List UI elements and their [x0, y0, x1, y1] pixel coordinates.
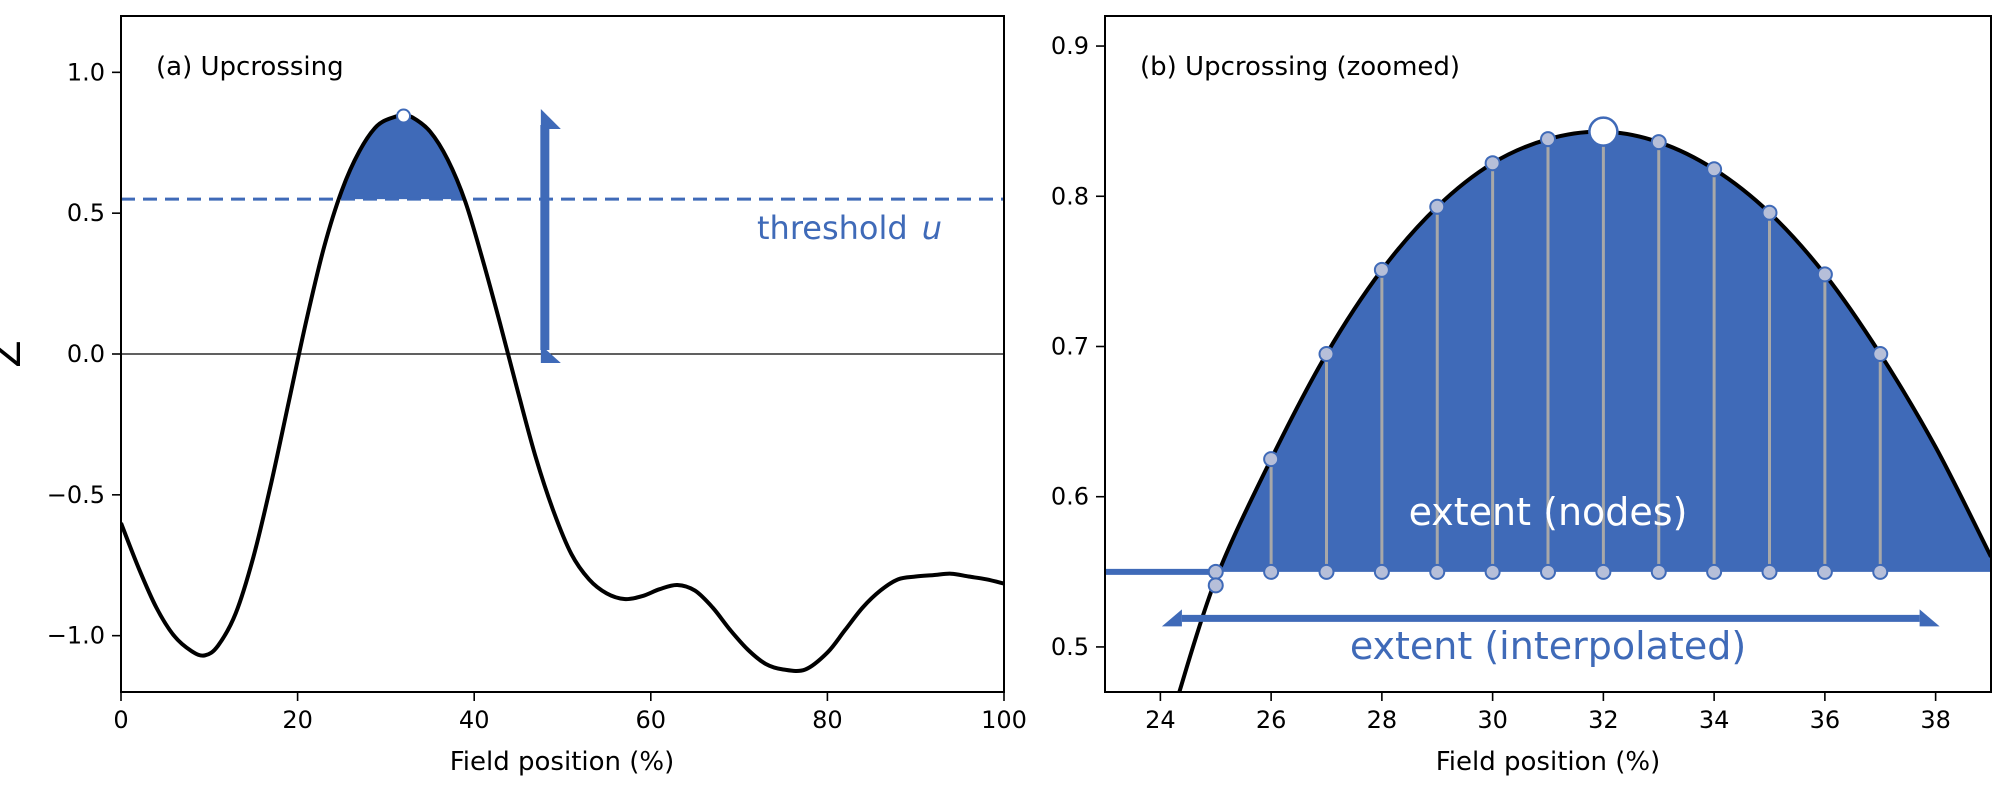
panel-a-title: (a) Upcrossing	[156, 52, 344, 82]
panel-b-x-tick-label: 32	[1588, 706, 1619, 734]
panel-a-y-tick-label: 0.5	[67, 199, 105, 227]
extent-interpolated-arrow-head-right	[1919, 609, 1940, 627]
node-base-marker	[1207, 563, 1224, 580]
node-marker	[1816, 266, 1833, 283]
peak-marker	[396, 108, 412, 124]
panel-b-x-tick-label: 24	[1145, 706, 1176, 734]
node-marker	[1429, 198, 1446, 215]
panel-b-plot-area	[1105, 116, 1991, 692]
panel-a-y-axis-title: Z	[0, 340, 30, 367]
node-base-marker	[1263, 563, 1280, 580]
extent-interpolated-arrow-head-left	[1161, 609, 1182, 627]
node-base-marker	[1540, 563, 1556, 580]
extent-nodes-label: extent (nodes)	[1409, 490, 1688, 534]
node-marker	[1484, 155, 1501, 172]
node-base-marker	[1816, 563, 1833, 580]
node-base-marker	[1872, 563, 1889, 580]
node-marker	[1761, 204, 1778, 221]
panel-b-frame	[1104, 15, 1992, 693]
node-base-marker	[1761, 563, 1778, 580]
panel-a-threshold-label: threshold u	[757, 209, 942, 247]
panel-b-y-tick-label: 0.9	[1051, 32, 1089, 60]
panel-b-y-tick-label: 0.8	[1051, 182, 1089, 210]
height-arrow-head-bottom	[540, 345, 561, 363]
node-marker	[1263, 451, 1280, 468]
panel-a-y-tick-label: 0.0	[67, 340, 105, 368]
panel-b-x-axis-title: Field position (%)	[1436, 747, 1661, 777]
panel-b-x-tick-label: 28	[1367, 706, 1398, 734]
z-curve	[1177, 129, 1991, 692]
panel-a-y-tick-label: −0.5	[47, 481, 105, 509]
panel-b-x-tick-label: 30	[1477, 706, 1508, 734]
node-base-marker	[1595, 563, 1612, 580]
panel-a-x-tick-label: 40	[459, 706, 490, 734]
panel-a-x-axis-title: Field position (%)	[450, 747, 675, 777]
node-marker	[1650, 134, 1667, 151]
panel-a-x-tick-label: 60	[636, 706, 667, 734]
node-marker	[1373, 261, 1390, 278]
panel-a-plot-area	[121, 108, 1004, 673]
panel-b-y-tick-label: 0.7	[1051, 332, 1089, 360]
panel-a-x-tick-label: 20	[282, 706, 313, 734]
node-marker	[1318, 346, 1335, 362]
panel-a-ticks: 0 20 40 60 80 100 −1.0 −0.5 0.0 0.5 1.0	[47, 58, 1027, 734]
panel-b-x-tick-label: 36	[1810, 706, 1841, 734]
node-marker	[1540, 131, 1556, 148]
panel-a: 0 20 40 60 80 100 −1.0 −0.5 0.0 0.5 1.0 (a) Upcros…	[0, 15, 1027, 777]
panel-a-x-tick-label: 0	[113, 706, 128, 734]
exceedance-area	[1219, 131, 1991, 572]
node-base-marker	[1484, 563, 1501, 580]
panel-b-x-tick-label: 38	[1920, 706, 1951, 734]
z-curve	[121, 113, 1004, 673]
panel-b-x-tick-label: 34	[1699, 706, 1730, 734]
peak-marker	[1588, 116, 1619, 147]
panel-b: 24 26 28 30 32 34 36 38 0.5 0.6 0.7 0.8 0.9 (b) Upcr…	[1051, 15, 1992, 777]
node-marker	[1706, 161, 1723, 178]
panel-b-title: (b) Upcrossing (zoomed)	[1140, 52, 1460, 82]
panel-b-y-tick-label: 0.6	[1051, 483, 1089, 511]
node-base-marker	[1318, 563, 1335, 580]
node-base-marker	[1373, 563, 1390, 580]
node-base-marker	[1706, 563, 1723, 580]
panel-a-y-tick-label: 1.0	[67, 58, 105, 86]
extent-interpolated-label: extent (interpolated)	[1350, 624, 1746, 668]
panel-a-x-tick-label: 100	[981, 706, 1027, 734]
height-arrow-head-top	[540, 108, 561, 129]
node-base-marker	[1650, 563, 1667, 580]
node-marker	[1872, 346, 1889, 362]
node-crossing-marker	[1207, 577, 1224, 594]
panel-a-y-tick-label: −1.0	[47, 622, 105, 650]
node-base-marker	[1429, 563, 1446, 580]
panel-a-x-tick-label: 80	[812, 706, 843, 734]
panel-b-y-tick-label: 0.5	[1051, 633, 1089, 661]
panel-b-x-tick-label: 26	[1256, 706, 1287, 734]
panel-b-ticks: 24 26 28 30 32 34 36 38 0.5 0.6 0.7 0.8 0.9	[1051, 32, 1951, 734]
